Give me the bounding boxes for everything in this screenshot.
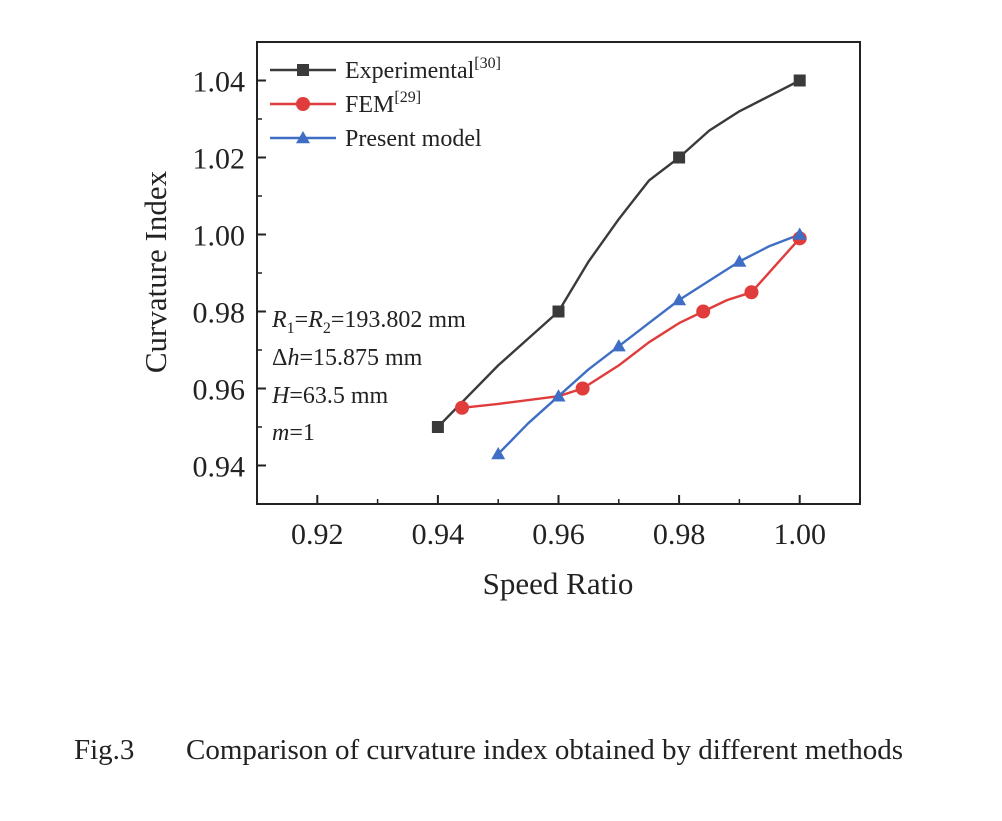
data-point-square [552, 305, 565, 318]
x-tick-label: 0.94 [412, 518, 465, 551]
curvature-index-chart: 0.92 0.94 0.96 0.98 1.00 0.94 0.96 0.98 1.00 1.0… [138, 41, 861, 601]
y-tick-label: 1.02 [193, 143, 246, 176]
x-tick-label: 1.00 [773, 518, 826, 551]
data-point-square [673, 151, 686, 164]
caption-number: Fig.3 [74, 734, 135, 766]
data-point-circle [455, 400, 470, 415]
legend-entry: Experimental[30] [345, 55, 501, 84]
legend-entry-name: Experimental [345, 58, 475, 84]
y-tick-label: 0.98 [193, 297, 246, 330]
data-point-triangle [792, 227, 807, 240]
x-tick-label: 0.98 [653, 518, 706, 551]
y-axis-title: Curvature Index [138, 170, 173, 373]
annotation-height: H=63.5 mm [271, 383, 389, 409]
series-line-circle [460, 237, 801, 409]
legend: Experimental[30] FEM[29] Present model [270, 55, 501, 152]
data-point-circle [744, 285, 759, 300]
legend-entry: Present model [345, 126, 482, 152]
legend-entry-ref: [30] [474, 55, 501, 72]
data-point-square [793, 74, 806, 87]
legend-entry: FEM[29] [345, 89, 421, 118]
legend-marker [297, 64, 309, 76]
y-tick-labels: 0.94 0.96 0.98 1.00 1.02 1.04 [193, 66, 246, 484]
data-point-circle [575, 381, 590, 396]
data-point-triangle [732, 254, 747, 267]
y-tick-label: 1.00 [193, 220, 246, 253]
legend-entry-ref: [29] [394, 89, 421, 106]
x-axis-title: Speed Ratio [483, 566, 634, 601]
y-tick-label: 0.96 [193, 374, 246, 407]
data-point-triangle [672, 292, 687, 306]
data-point-square [431, 421, 444, 433]
x-tick-labels: 0.92 0.94 0.96 0.98 1.00 [291, 518, 826, 551]
series-line-square [436, 79, 801, 429]
series-markers [431, 74, 807, 460]
legend-entry-name: Present model [345, 126, 482, 152]
data-point-triangle [551, 389, 566, 402]
data-point-triangle [491, 446, 506, 460]
series-line-triangle [497, 233, 801, 456]
y-tick-label: 0.94 [193, 451, 246, 484]
legend-marker [296, 131, 310, 144]
series-curves [436, 79, 801, 456]
annotation-delta-h: Δh=15.875 mm [272, 345, 423, 371]
annotation-radius: R1=R2=193.802 mm [271, 307, 466, 337]
x-tick-label: 0.92 [291, 518, 344, 551]
data-point-triangle [611, 339, 626, 352]
parameter-annotation: R1=R2=193.802 mm Δh=15.875 mm H=63.5 mm … [271, 307, 466, 446]
x-tick-label: 0.96 [532, 518, 585, 551]
legend-entry-name: FEM [345, 92, 394, 118]
y-tick-label: 1.04 [193, 66, 246, 99]
axis-ticks [257, 79, 801, 504]
annotation-m: m=1 [272, 420, 315, 446]
legend-marker [296, 97, 310, 111]
caption-text: Comparison of curvature index obtained b… [186, 734, 904, 766]
data-point-circle [696, 304, 711, 319]
